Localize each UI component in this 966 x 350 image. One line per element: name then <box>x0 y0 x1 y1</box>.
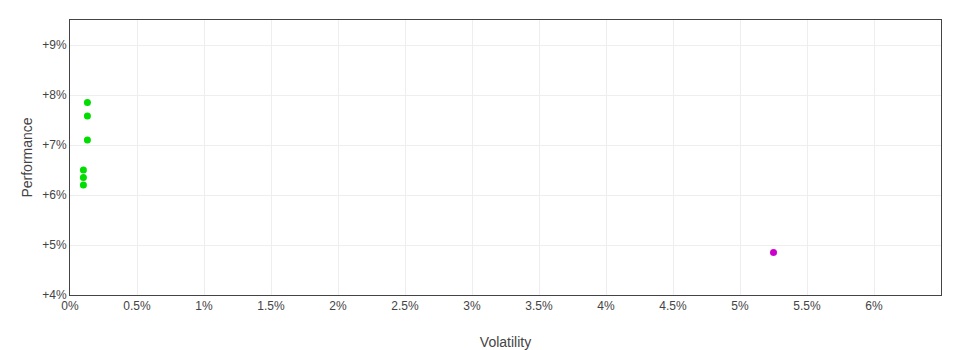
svg-text:3%: 3% <box>463 299 481 313</box>
svg-text:Volatility: Volatility <box>480 334 531 350</box>
svg-text:1%: 1% <box>195 299 213 313</box>
svg-text:6%: 6% <box>865 299 883 313</box>
svg-text:4.5%: 4.5% <box>659 299 687 313</box>
svg-text:+4%: +4% <box>42 288 67 302</box>
svg-text:2%: 2% <box>329 299 347 313</box>
svg-text:0%: 0% <box>61 299 79 313</box>
svg-text:1.5%: 1.5% <box>257 299 285 313</box>
svg-text:Performance: Performance <box>19 117 35 197</box>
svg-text:+5%: +5% <box>42 238 67 252</box>
svg-text:2.5%: 2.5% <box>391 299 419 313</box>
svg-text:+7%: +7% <box>42 138 67 152</box>
svg-text:4%: 4% <box>597 299 615 313</box>
svg-text:3.5%: 3.5% <box>525 299 553 313</box>
svg-text:5%: 5% <box>731 299 749 313</box>
svg-text:+8%: +8% <box>42 88 67 102</box>
svg-text:5.5%: 5.5% <box>793 299 821 313</box>
svg-text:0.5%: 0.5% <box>123 299 151 313</box>
svg-text:+9%: +9% <box>42 38 67 52</box>
svg-text:+6%: +6% <box>42 188 67 202</box>
